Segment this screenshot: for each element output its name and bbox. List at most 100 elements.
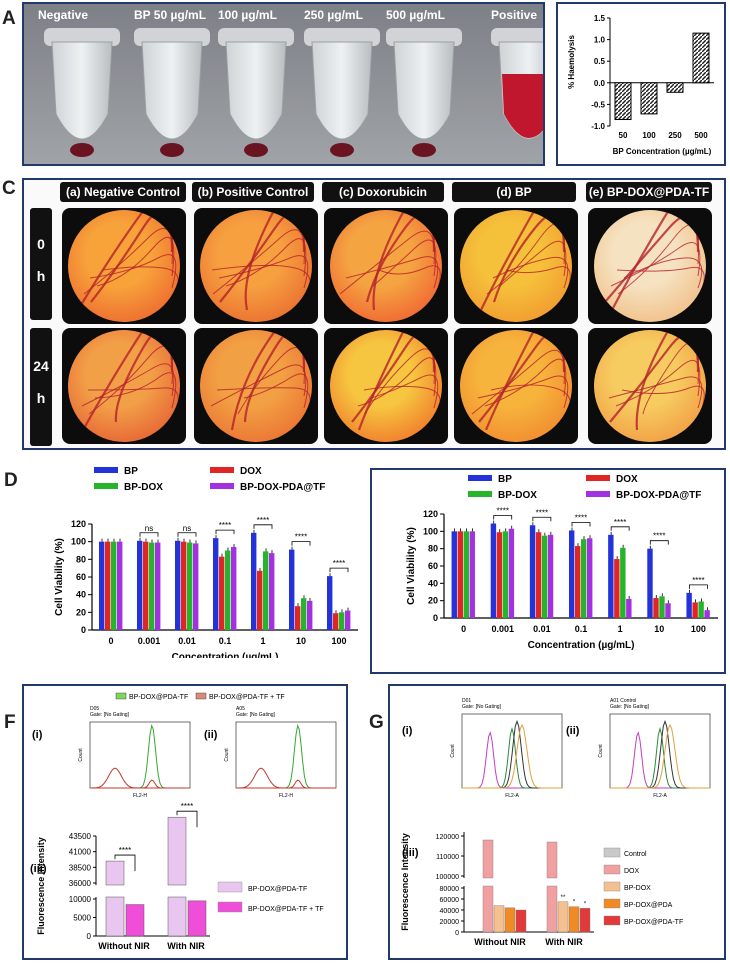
hemolysed-liquid bbox=[502, 74, 543, 138]
hist-f-i-ylabel: Count bbox=[78, 748, 84, 762]
blood-vessel bbox=[364, 348, 435, 415]
cam-column-header-3: (d) BP bbox=[452, 182, 576, 202]
bar-DOX-With NIR-lower bbox=[546, 885, 558, 933]
y-tick-label: 0 bbox=[81, 625, 86, 635]
x-axis-title: BP Concentration (µg/mL) bbox=[613, 147, 712, 156]
legend-swatch-BP bbox=[468, 475, 492, 481]
blood-vessel bbox=[81, 363, 175, 407]
blood-vessel bbox=[505, 266, 571, 301]
legend-label-DOX: DOX bbox=[240, 466, 262, 477]
blood-vessel bbox=[477, 375, 569, 409]
row-label-24h-num: 24 bbox=[33, 358, 49, 374]
y-tick-label: 20 bbox=[76, 607, 86, 617]
vessel-overlay bbox=[608, 330, 705, 431]
hist-f-i-xlabel: FL2-H bbox=[133, 793, 147, 799]
bar-DOX-0.1 bbox=[219, 556, 225, 630]
bar-BP-0 bbox=[451, 531, 457, 618]
y-axis-title: Fluorescence Intensity bbox=[36, 837, 46, 935]
sig-bracket bbox=[329, 567, 349, 573]
blood-vessel bbox=[499, 240, 567, 287]
y-tick-label: 120 bbox=[423, 509, 438, 519]
legend-label-0: Control bbox=[624, 851, 647, 858]
y-tick-label: 120000 bbox=[436, 834, 459, 841]
legend-label-BP-DOX: BP-DOX bbox=[498, 490, 537, 501]
y-tick-label: 0 bbox=[433, 613, 438, 623]
legend-swatch-1 bbox=[217, 901, 243, 913]
rbc-pellet-1 bbox=[160, 143, 184, 157]
bar-DOX-With NIR-upper bbox=[546, 841, 558, 879]
bar-500 bbox=[692, 32, 710, 84]
bar-DOX-100 bbox=[692, 602, 698, 618]
cam-column-header-1: (b) Positive Control bbox=[192, 182, 314, 202]
blood-vessel bbox=[225, 238, 307, 287]
hist-f-i-frame bbox=[89, 721, 191, 789]
cam-dish-frame-r1-c3 bbox=[454, 328, 578, 444]
hist-f-ii-xlabel: FL2-H bbox=[279, 793, 293, 799]
y-axis-title: Fluorescence Intensity bbox=[400, 833, 410, 931]
vessel-overlay bbox=[604, 210, 705, 311]
y-tick-label: 0.0 bbox=[594, 79, 606, 88]
blood-vessel bbox=[484, 358, 567, 407]
panel-g-flow: (i) (ii) D01 Gate: [No Gating] FL2-A Count A01… bbox=[388, 684, 726, 960]
rbc-pellet-3 bbox=[330, 143, 354, 157]
legend-swatch-DOX bbox=[210, 467, 234, 473]
row-label-24h-unit: h bbox=[36, 390, 46, 406]
rbc-pellet-2 bbox=[244, 143, 268, 157]
y-axis-title: Cell Viability (%) bbox=[54, 538, 65, 616]
y-tick-label: 38500 bbox=[69, 863, 92, 872]
bar-BP-0.1 bbox=[213, 538, 219, 630]
x-axis-title: Concentration (µg/mL) bbox=[172, 652, 279, 658]
hist-f-i-gate: Gate: [No Gating] bbox=[90, 712, 130, 718]
bar-BP-DOX@PDA-Without NIR bbox=[504, 907, 516, 933]
sig-bracket bbox=[689, 584, 708, 589]
bar-BP-0.001 bbox=[137, 540, 143, 630]
blood-vessel bbox=[88, 345, 173, 415]
bar-BP-100 bbox=[686, 592, 692, 618]
cam-dish-frame-r0-c2 bbox=[324, 208, 448, 324]
sig-bracket bbox=[139, 532, 159, 537]
panel-b-haemolysis-chart: 1.5 1.0 0.5 0.0 -0.5 -1.0 50 100 250 500 BP Concen… bbox=[556, 2, 726, 166]
y-tick-label: 100 bbox=[71, 537, 86, 547]
bar-DOX-100 bbox=[333, 613, 339, 630]
bar-BP-DOX@PDA-TF-With NIR-upper bbox=[167, 816, 187, 886]
bar-BP-DOX-PDA@TF-0.1 bbox=[231, 546, 237, 630]
legend-swatch-BP-DOX bbox=[468, 491, 492, 497]
y-tick-label: 20 bbox=[428, 596, 438, 606]
sig-bracket bbox=[571, 522, 591, 527]
cam-dish-r1-c3 bbox=[460, 330, 572, 442]
y-tick-label: 60 bbox=[76, 572, 86, 582]
vessel-overlay bbox=[211, 210, 311, 311]
bar-BP-DOX-PDA@TF-100 bbox=[704, 610, 710, 618]
blood-vessel bbox=[604, 214, 700, 303]
y-tick-label: 40 bbox=[76, 590, 86, 600]
blood-vessel bbox=[243, 373, 309, 409]
legend-label-BP: BP bbox=[498, 474, 512, 485]
hist-f-ii-frame bbox=[235, 721, 337, 789]
bar-DOX-1 bbox=[614, 559, 620, 618]
blood-vessel bbox=[610, 242, 701, 287]
blood-vessel bbox=[244, 210, 306, 311]
hist-f-ii-ylabel: Count bbox=[224, 748, 230, 762]
blood-vessel bbox=[372, 239, 437, 287]
bar-BP-DOX-0.1 bbox=[225, 550, 231, 630]
bar-BP-DOX-PDA@TF-10 bbox=[307, 600, 313, 630]
blood-vessel bbox=[616, 266, 705, 301]
x-tick-label: 100 bbox=[642, 131, 656, 140]
vessel-overlay bbox=[210, 330, 311, 431]
tube-label-4: 500 µg/mL bbox=[386, 8, 445, 22]
cam-dish-r1-c1 bbox=[200, 330, 312, 442]
x-tick-label: With NIR bbox=[167, 941, 205, 951]
x-tick-label: With NIR bbox=[545, 937, 583, 947]
sig-label: * bbox=[573, 900, 576, 906]
y-tick-label: 40000 bbox=[440, 908, 460, 915]
haemolysis-bar-chart: 1.5 1.0 0.5 0.0 -0.5 -1.0 50 100 250 500 BP Concen… bbox=[567, 14, 714, 156]
x-tick-label: 100 bbox=[331, 636, 346, 646]
y-tick-label: 80 bbox=[428, 544, 438, 554]
panel-c-cam-assay: (a) Negative Control (b) Positive Control… bbox=[22, 178, 726, 450]
vessel-overlay bbox=[339, 210, 441, 311]
bar-DOX-1 bbox=[257, 570, 263, 630]
bar-BP-DOX-0.01 bbox=[541, 535, 548, 618]
y-tick-label: 5000 bbox=[73, 914, 91, 923]
hist-g-ii-ylabel: Count bbox=[598, 744, 604, 758]
